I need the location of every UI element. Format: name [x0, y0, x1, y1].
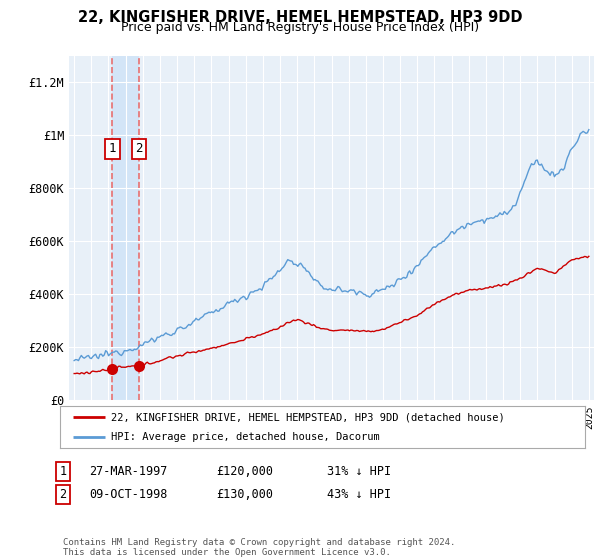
Text: 1: 1 — [109, 142, 116, 155]
Text: 1: 1 — [59, 465, 67, 478]
Text: 09-OCT-1998: 09-OCT-1998 — [89, 488, 167, 501]
Text: 2: 2 — [59, 488, 67, 501]
Text: Price paid vs. HM Land Registry's House Price Index (HPI): Price paid vs. HM Land Registry's House … — [121, 21, 479, 34]
Text: 22, KINGFISHER DRIVE, HEMEL HEMPSTEAD, HP3 9DD (detached house): 22, KINGFISHER DRIVE, HEMEL HEMPSTEAD, H… — [112, 412, 505, 422]
Text: £120,000: £120,000 — [216, 465, 273, 478]
Text: 27-MAR-1997: 27-MAR-1997 — [89, 465, 167, 478]
Bar — [112, 56, 139, 400]
Text: 31% ↓ HPI: 31% ↓ HPI — [327, 465, 391, 478]
Text: 22, KINGFISHER DRIVE, HEMEL HEMPSTEAD, HP3 9DD: 22, KINGFISHER DRIVE, HEMEL HEMPSTEAD, H… — [78, 10, 522, 25]
Text: £130,000: £130,000 — [216, 488, 273, 501]
Text: Contains HM Land Registry data © Crown copyright and database right 2024.
This d: Contains HM Land Registry data © Crown c… — [63, 538, 455, 557]
Text: HPI: Average price, detached house, Dacorum: HPI: Average price, detached house, Daco… — [112, 432, 380, 442]
Text: 43% ↓ HPI: 43% ↓ HPI — [327, 488, 391, 501]
Text: 2: 2 — [135, 142, 143, 155]
